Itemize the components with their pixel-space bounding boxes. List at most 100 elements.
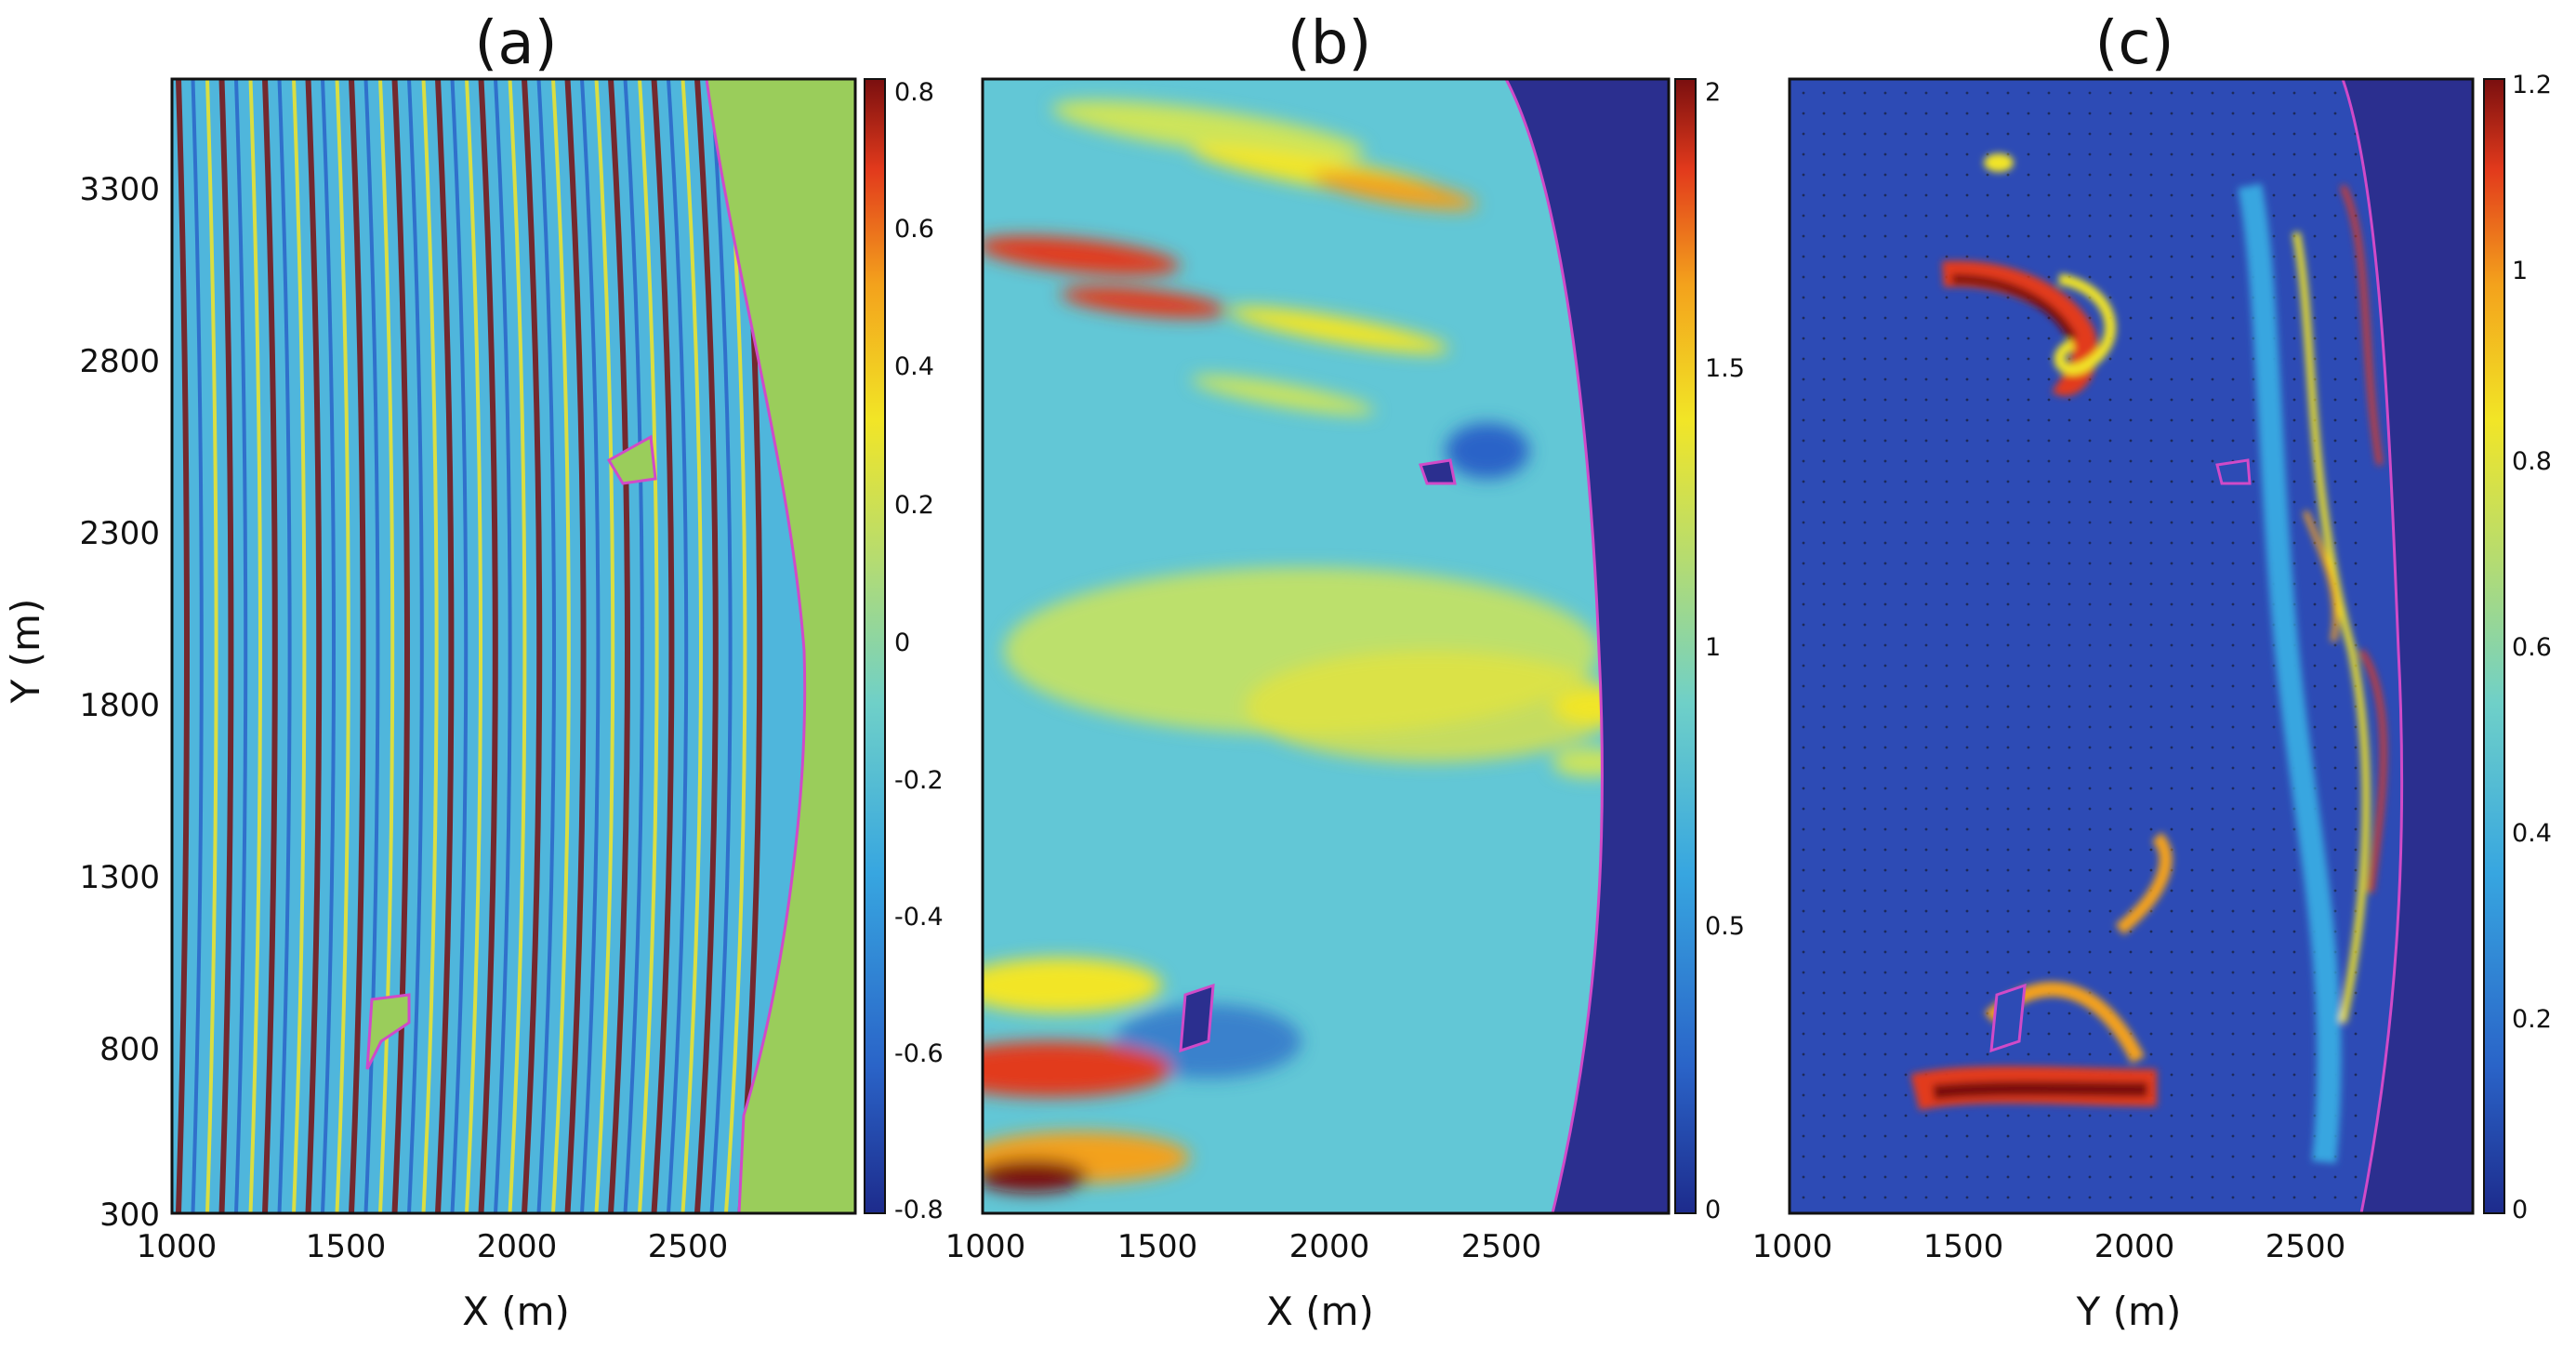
vector-dot bbox=[1863, 950, 1867, 954]
vector-dot bbox=[2149, 1196, 2153, 1199]
vector-dot bbox=[2129, 296, 2133, 299]
vector-dot bbox=[1822, 234, 1826, 238]
vector-dot bbox=[2333, 275, 2337, 279]
vector-dot bbox=[2272, 193, 2276, 197]
vector-dot bbox=[1863, 1114, 1867, 1118]
vector-dot bbox=[1843, 930, 1846, 933]
vector-dot bbox=[1843, 1175, 1846, 1179]
vector-dot bbox=[1883, 398, 1887, 402]
y-tick-label: 2300 bbox=[79, 515, 160, 552]
vector-dot bbox=[2149, 807, 2153, 811]
vector-dot bbox=[1924, 418, 1928, 422]
vector-dot bbox=[2047, 1114, 2051, 1118]
vector-dot bbox=[1904, 377, 1908, 381]
vector-dot bbox=[2190, 664, 2194, 668]
vector-dot bbox=[1843, 684, 1846, 688]
vector-dot bbox=[1965, 602, 1969, 606]
vector-dot bbox=[2252, 1032, 2255, 1036]
vector-dot bbox=[2231, 541, 2235, 545]
vector-dot bbox=[2333, 193, 2337, 197]
vector-dot bbox=[1945, 684, 1949, 688]
vector-dot bbox=[1843, 112, 1846, 115]
vector-dot bbox=[1883, 521, 1887, 524]
vector-dot bbox=[2129, 255, 2133, 258]
vector-dot bbox=[2047, 909, 2051, 913]
vector-dot bbox=[2129, 132, 2133, 136]
vector-dot bbox=[2170, 1052, 2173, 1056]
vector-dot bbox=[2252, 909, 2255, 913]
panel-a-xlabel: X (m) bbox=[462, 1289, 570, 1334]
colorbar-tick: 0.6 bbox=[2512, 633, 2552, 662]
vector-dot bbox=[2333, 337, 2337, 340]
vector-dot bbox=[2129, 950, 2133, 954]
vector-dot bbox=[1945, 643, 1949, 647]
vector-dot bbox=[2170, 152, 2173, 156]
vector-dot bbox=[1883, 480, 1887, 483]
vector-dot bbox=[2088, 214, 2092, 218]
vector-dot bbox=[1924, 255, 1928, 258]
vector-dot bbox=[1924, 684, 1928, 688]
wave-crest bbox=[349, 79, 366, 1213]
vector-dot bbox=[2088, 1012, 2092, 1015]
wave-crest bbox=[248, 79, 262, 1213]
vector-dot bbox=[2333, 827, 2337, 831]
vector-dot bbox=[2108, 173, 2112, 177]
vector-dot bbox=[1904, 725, 1908, 729]
vector-dot bbox=[1883, 1175, 1887, 1179]
vector-dot bbox=[2047, 725, 2051, 729]
vector-dot bbox=[1822, 787, 1826, 790]
vector-dot bbox=[1883, 664, 1887, 668]
vector-dot bbox=[2354, 1032, 2358, 1036]
vector-dot bbox=[1945, 807, 1949, 811]
x-tick-label: 2500 bbox=[2266, 1228, 2346, 1265]
vector-dot bbox=[1883, 132, 1887, 136]
vector-dot bbox=[2211, 398, 2214, 402]
vector-dot bbox=[1822, 1093, 1826, 1097]
vector-dot bbox=[2190, 623, 2194, 627]
vector-dot bbox=[2190, 562, 2194, 565]
vector-dot bbox=[1965, 521, 1969, 524]
vector-dot bbox=[1863, 316, 1867, 320]
wave-crest bbox=[694, 79, 719, 1213]
vector-dot bbox=[1965, 1134, 1969, 1138]
vector-dot bbox=[2129, 868, 2133, 872]
wave-crest bbox=[594, 79, 615, 1213]
vector-dot bbox=[2272, 746, 2276, 749]
panel-c-land bbox=[2343, 79, 2473, 1213]
vector-dot bbox=[2088, 521, 2092, 524]
vector-dot bbox=[1843, 459, 1846, 463]
vector-dot bbox=[2149, 459, 2153, 463]
y-tick-label: 1800 bbox=[79, 687, 160, 724]
vector-dot bbox=[2047, 255, 2051, 258]
vector-dot bbox=[1945, 746, 1949, 749]
vector-dot bbox=[2108, 255, 2112, 258]
vector-dot bbox=[1802, 1032, 1805, 1036]
vector-dot bbox=[1802, 377, 1805, 381]
vector-dot bbox=[2129, 664, 2133, 668]
vector-dot bbox=[2272, 255, 2276, 258]
vector-dot bbox=[1863, 91, 1867, 95]
vector-dot bbox=[2067, 193, 2071, 197]
vector-dot bbox=[1965, 1196, 1969, 1199]
vector-dot bbox=[1883, 827, 1887, 831]
vector-dot bbox=[2333, 418, 2337, 422]
vector-dot bbox=[2108, 1032, 2112, 1036]
vector-dot bbox=[1802, 1012, 1805, 1015]
vector-dot bbox=[1883, 275, 1887, 279]
vector-dot bbox=[1965, 991, 1969, 995]
y-tick-label: 300 bbox=[99, 1197, 160, 1234]
vector-dot bbox=[1924, 132, 1928, 136]
vector-dot bbox=[2088, 275, 2092, 279]
vector-dot bbox=[2292, 868, 2296, 872]
vector-dot bbox=[2313, 480, 2317, 483]
vector-dot bbox=[2292, 827, 2296, 831]
wave-crest bbox=[494, 79, 512, 1213]
vector-dot bbox=[2129, 214, 2133, 218]
vector-dot bbox=[1965, 398, 1969, 402]
vector-dot bbox=[2027, 214, 2030, 218]
vector-dot bbox=[1945, 1052, 1949, 1056]
vector-dot bbox=[2129, 684, 2133, 688]
vector-dot bbox=[2313, 1073, 2317, 1077]
vector-dot bbox=[1883, 152, 1887, 156]
vector-dot bbox=[2108, 889, 2112, 893]
